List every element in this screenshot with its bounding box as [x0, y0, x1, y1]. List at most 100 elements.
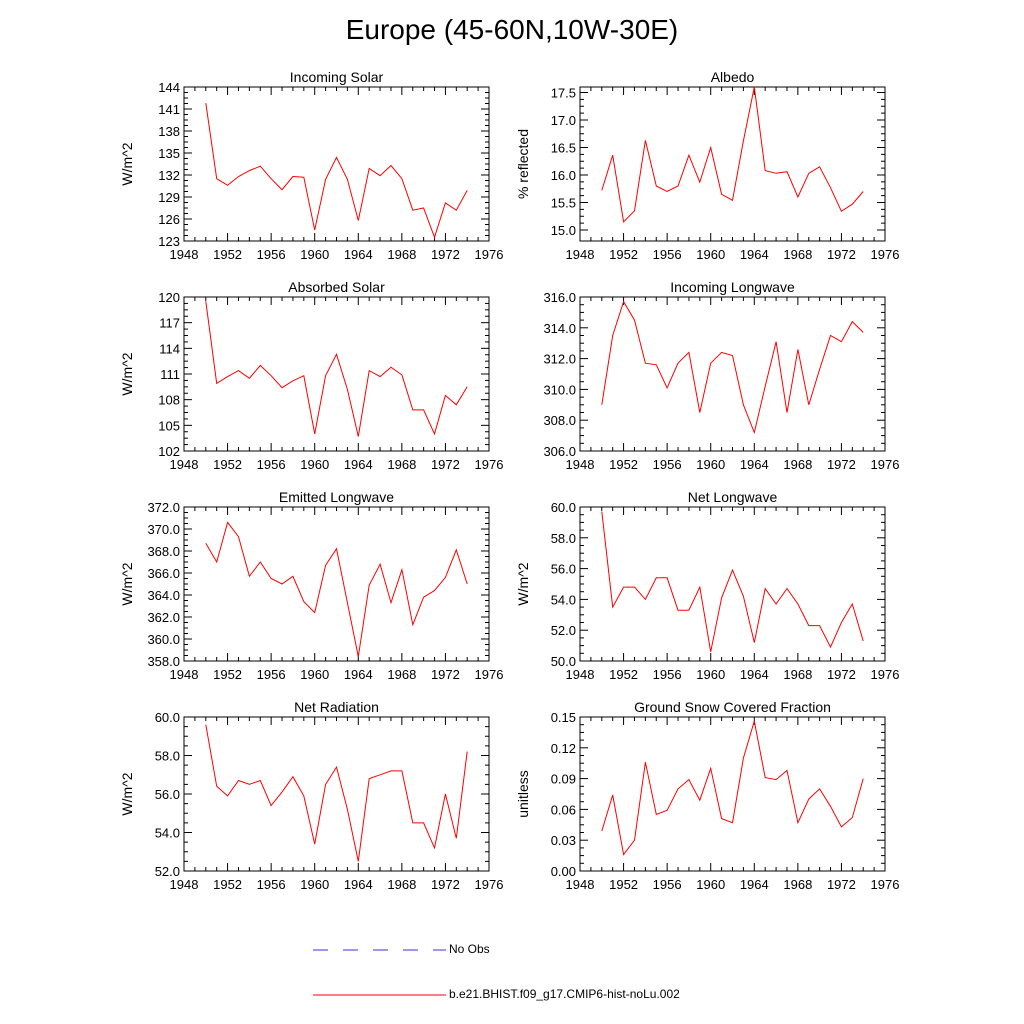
x-tick-label: 1960 [300, 247, 329, 262]
x-tick-label: 1976 [871, 457, 900, 472]
x-tick-label: 1976 [871, 877, 900, 892]
y-tick-label: 111 [160, 367, 180, 382]
x-tick-label: 1976 [475, 667, 504, 682]
y-axis-label: unitless [515, 770, 531, 817]
chart-panel-5: 1948 1952 1956 1960 1964 1968 1972 1976 358.0 360… [119, 489, 503, 682]
y-tick-label: 0.09 [551, 772, 576, 787]
x-tick-label: 1972 [827, 667, 856, 682]
series-line [601, 86, 864, 223]
x-tick-label: 1956 [257, 877, 286, 892]
y-tick-label: 16.5 [551, 141, 576, 156]
series-line [205, 301, 468, 437]
x-tick-label: 1976 [871, 247, 900, 262]
plot-frame [183, 716, 490, 872]
y-tick-label: 141 [158, 102, 180, 117]
x-tick-label: 1964 [740, 247, 769, 262]
x-tick-label: 1948 [170, 667, 199, 682]
plot-frame [183, 506, 490, 662]
x-tick-label: 1952 [213, 877, 242, 892]
y-tick-label: 123 [158, 234, 180, 249]
page-title: Europe (45-60N,10W-30E) [345, 14, 679, 45]
y-tick-label: 306.0 [543, 444, 576, 459]
y-tick-label: 132 [158, 168, 180, 183]
x-tick-label: 1956 [653, 457, 682, 472]
y-tick-label: 135 [158, 146, 180, 161]
x-tick-label: 1952 [213, 667, 242, 682]
chart-title: Incoming Longwave [670, 279, 795, 295]
series-line [205, 103, 468, 239]
y-tick-label: 54.0 [155, 826, 180, 841]
chart-title: Incoming Solar [290, 69, 384, 85]
x-tick-label: 1960 [300, 457, 329, 472]
y-tick-label: 120 [158, 290, 180, 305]
y-tick-label: 52.0 [155, 864, 180, 879]
y-tick-label: 126 [158, 212, 180, 227]
y-tick-label: 368.0 [147, 544, 180, 559]
y-tick-label: 144 [158, 80, 180, 95]
y-tick-label: 360.0 [147, 632, 180, 647]
plot-frame [579, 296, 886, 452]
x-tick-label: 1956 [653, 667, 682, 682]
y-tick-label: 370.0 [147, 522, 180, 537]
x-tick-label: 1956 [653, 877, 682, 892]
y-tick-label: 114 [159, 341, 180, 356]
x-tick-label: 1948 [170, 457, 199, 472]
y-tick-label: 0.15 [551, 710, 576, 725]
chart-title: Albedo [711, 69, 755, 85]
x-tick-label: 1972 [431, 877, 460, 892]
x-tick-label: 1972 [827, 247, 856, 262]
y-tick-label: 15.5 [551, 196, 576, 211]
chart-panel-7: 1948 1952 1956 1960 1964 1968 1972 1976 52.0 54.0… [119, 699, 503, 892]
x-tick-label: 1952 [609, 877, 638, 892]
x-tick-label: 1948 [566, 667, 595, 682]
y-tick-label: 15.0 [551, 223, 576, 238]
x-tick-label: 1968 [387, 877, 416, 892]
y-tick-label: 117 [159, 316, 180, 331]
x-tick-label: 1968 [783, 457, 812, 472]
chart-title: Net Radiation [294, 699, 379, 715]
y-tick-label: 60.0 [155, 710, 180, 725]
y-tick-label: 0.06 [551, 802, 576, 817]
x-tick-label: 1968 [783, 877, 812, 892]
x-tick-label: 1968 [387, 457, 416, 472]
x-tick-label: 1960 [300, 877, 329, 892]
plot-frame [183, 86, 490, 242]
x-tick-label: 1956 [257, 247, 286, 262]
y-tick-label: 308.0 [543, 413, 576, 428]
y-tick-label: 0.12 [551, 741, 576, 756]
y-tick-label: 314.0 [543, 321, 576, 336]
y-tick-label: 50.0 [551, 654, 576, 669]
y-tick-label: 17.0 [551, 113, 576, 128]
x-tick-label: 1960 [696, 457, 725, 472]
x-tick-label: 1960 [300, 667, 329, 682]
x-tick-label: 1968 [387, 667, 416, 682]
y-tick-label: 358.0 [147, 654, 180, 669]
x-tick-label: 1948 [566, 457, 595, 472]
chart-panel-3: 1948 1952 1956 1960 1964 1968 1972 1976 102 105 10… [119, 279, 503, 472]
x-tick-label: 1948 [170, 877, 199, 892]
y-axis-label: W/m^2 [515, 562, 531, 605]
chart-title: Ground Snow Covered Fraction [634, 699, 831, 715]
x-tick-label: 1972 [431, 247, 460, 262]
series-line [205, 521, 468, 657]
x-tick-label: 1956 [257, 667, 286, 682]
x-tick-label: 1964 [344, 877, 373, 892]
y-tick-label: 310.0 [543, 382, 576, 397]
y-tick-label: 0.00 [551, 864, 576, 879]
y-tick-label: 60.0 [551, 500, 576, 515]
series-line [205, 724, 468, 862]
x-tick-label: 1976 [871, 667, 900, 682]
y-axis-label: W/m^2 [119, 142, 135, 185]
y-tick-label: 17.5 [551, 86, 576, 101]
chart-panel-2: 1948 1952 1956 1960 1964 1968 1972 1976 15.0 15.5… [515, 69, 899, 262]
x-tick-label: 1960 [696, 247, 725, 262]
chart-panel-4: 1948 1952 1956 1960 1964 1968 1972 1976 306.0 308… [543, 279, 899, 472]
y-tick-label: 102 [158, 444, 180, 459]
y-axis-label: W/m^2 [119, 352, 135, 395]
y-tick-label: 105 [158, 418, 180, 433]
y-tick-label: 366.0 [147, 566, 180, 581]
x-tick-label: 1968 [387, 247, 416, 262]
y-tick-label: 0.03 [551, 833, 576, 848]
x-tick-label: 1952 [213, 247, 242, 262]
